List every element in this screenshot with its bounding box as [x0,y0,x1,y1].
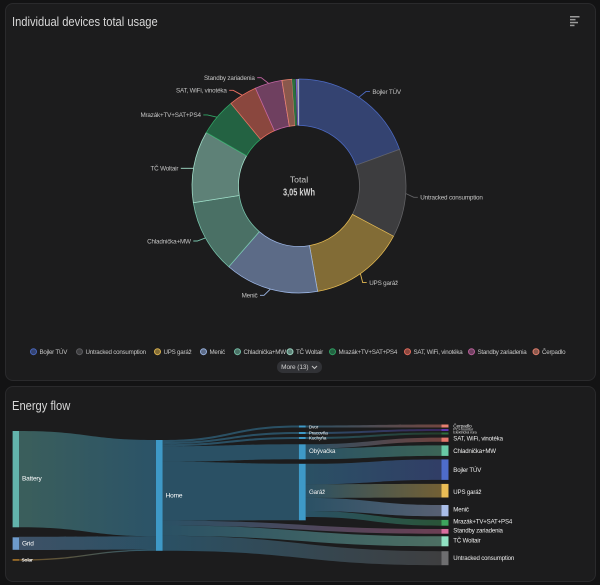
svg-text:Mrazák+TV+SAT+PS4: Mrazák+TV+SAT+PS4 [140,112,201,119]
svg-text:SAT, WiFi, vinotéka: SAT, WiFi, vinotéka [176,88,227,95]
svg-text:TČ Woltair: TČ Woltair [150,164,178,173]
svg-text:Garáž: Garáž [309,489,325,496]
svg-text:Chladnička+MW: Chladnička+MW [453,448,496,455]
svg-text:SAT, WiFi, vinotéka: SAT, WiFi, vinotéka [453,435,503,442]
svg-text:Chladnička+MW: Chladnička+MW [147,238,191,245]
svg-text:TČ Woltair: TČ Woltair [296,349,323,356]
svg-text:Chladnička+MW: Chladnička+MW [244,349,287,356]
svg-text:Standby zariadenia: Standby zariadenia [204,75,255,82]
svg-text:Bojler TÚV: Bojler TÚV [453,467,482,474]
svg-text:Grid: Grid [22,540,34,547]
svg-text:Mrazák+TV+SAT+PS4: Mrazák+TV+SAT+PS4 [339,349,398,356]
svg-text:Standby zariadenia: Standby zariadenia [478,349,528,356]
svg-text:Mrazák+TV+SAT+PS4: Mrazák+TV+SAT+PS4 [453,519,513,526]
svg-text:UPS garáž: UPS garáž [369,280,398,287]
svg-text:UPS garáž: UPS garáž [453,489,481,496]
svg-text:Total: Total [290,175,308,185]
svg-text:Menič: Menič [242,293,258,300]
svg-text:Bojler TÚV: Bojler TÚV [372,87,402,96]
svg-text:Menič: Menič [453,507,469,514]
svg-text:Čerpadlo: Čerpadlo [542,349,566,356]
svg-text:Dvor: Dvor [309,424,319,430]
svg-text:Kuchyňa: Kuchyňa [309,436,327,442]
svg-text:Standby zariadenia: Standby zariadenia [453,528,503,535]
svg-text:Untracked consumption: Untracked consumption [86,349,147,356]
svg-text:Untracked consumption: Untracked consumption [453,555,514,562]
svg-text:Untracked consumption: Untracked consumption [420,195,483,202]
svg-text:Elektrická rúra: Elektrická rúra [453,430,477,435]
svg-text:TČ Woltair: TČ Woltair [453,538,480,545]
svg-text:PC+monitor: PC+monitor [453,427,474,432]
svg-text:3,05 kWh: 3,05 kWh [283,187,315,198]
svg-text:Obývačka: Obývačka [309,448,336,455]
svg-text:Bojler TÚV: Bojler TÚV [40,349,69,356]
svg-text:SAT, WiFi, vinotéka: SAT, WiFi, vinotéka [414,349,464,356]
svg-text:Home: Home [166,492,183,499]
svg-text:Battery: Battery [22,476,42,483]
svg-text:Čerpadlo: Čerpadlo [453,423,472,430]
svg-text:Solar: Solar [22,558,34,564]
svg-text:Pracovňa: Pracovňa [309,431,329,437]
svg-text:UPS garáž: UPS garáž [164,349,192,356]
svg-text:Menič: Menič [210,349,226,356]
